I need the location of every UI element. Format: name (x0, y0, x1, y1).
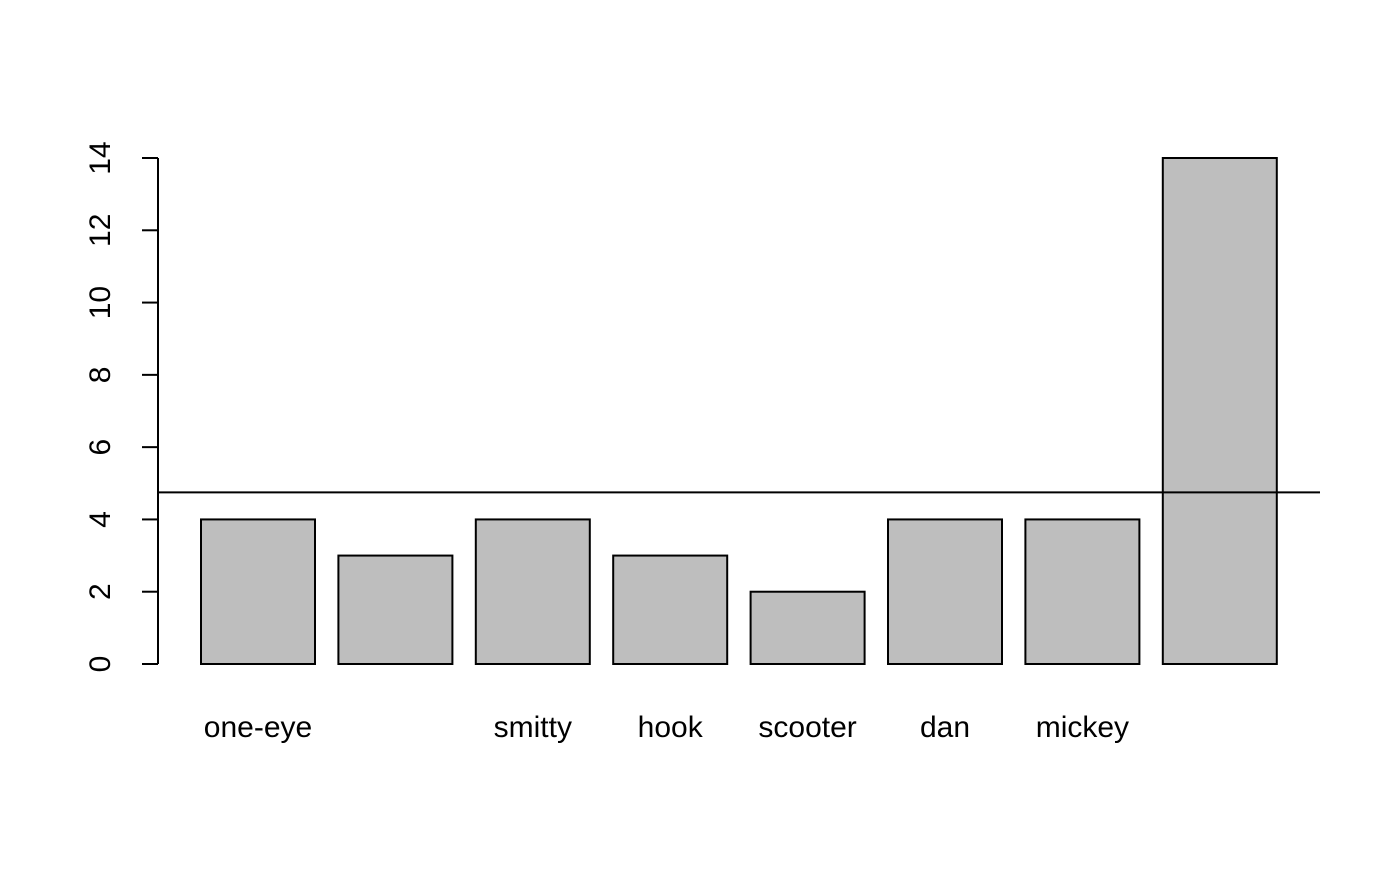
x-tick-label-4: scooter (758, 711, 856, 744)
bar-5 (887, 518, 1003, 666)
x-axis-labels: one-eye smitty hook scooter dan mickey (204, 711, 1129, 744)
y-tick-label-6: 12 (84, 214, 117, 247)
x-tick-label-0: one-eye (204, 711, 312, 744)
bar-4 (749, 590, 866, 666)
y-tick-label-3: 6 (84, 439, 117, 456)
bar-3 (612, 554, 729, 665)
bar-2 (474, 518, 591, 666)
x-tick-label-3: hook (638, 711, 704, 744)
x-tick-label-6: mickey (1036, 711, 1129, 744)
y-tick-label-7: 14 (84, 141, 117, 174)
bar-0 (200, 518, 316, 666)
y-tick-label-0: 0 (84, 656, 117, 673)
y-tick-label-2: 4 (84, 511, 117, 528)
x-tick-label-2: smitty (494, 711, 572, 744)
x-tick-label-5: dan (920, 711, 970, 744)
bars-group (200, 157, 1278, 666)
y-tick-label-5: 10 (84, 286, 117, 319)
y-axis: 0 2 4 6 8 10 12 14 (84, 141, 159, 673)
bar-1 (337, 554, 454, 665)
bar-6 (1024, 518, 1141, 666)
y-tick-label-1: 2 (84, 583, 117, 600)
bar-7 (1161, 157, 1278, 665)
y-tick-label-4: 8 (84, 367, 117, 384)
